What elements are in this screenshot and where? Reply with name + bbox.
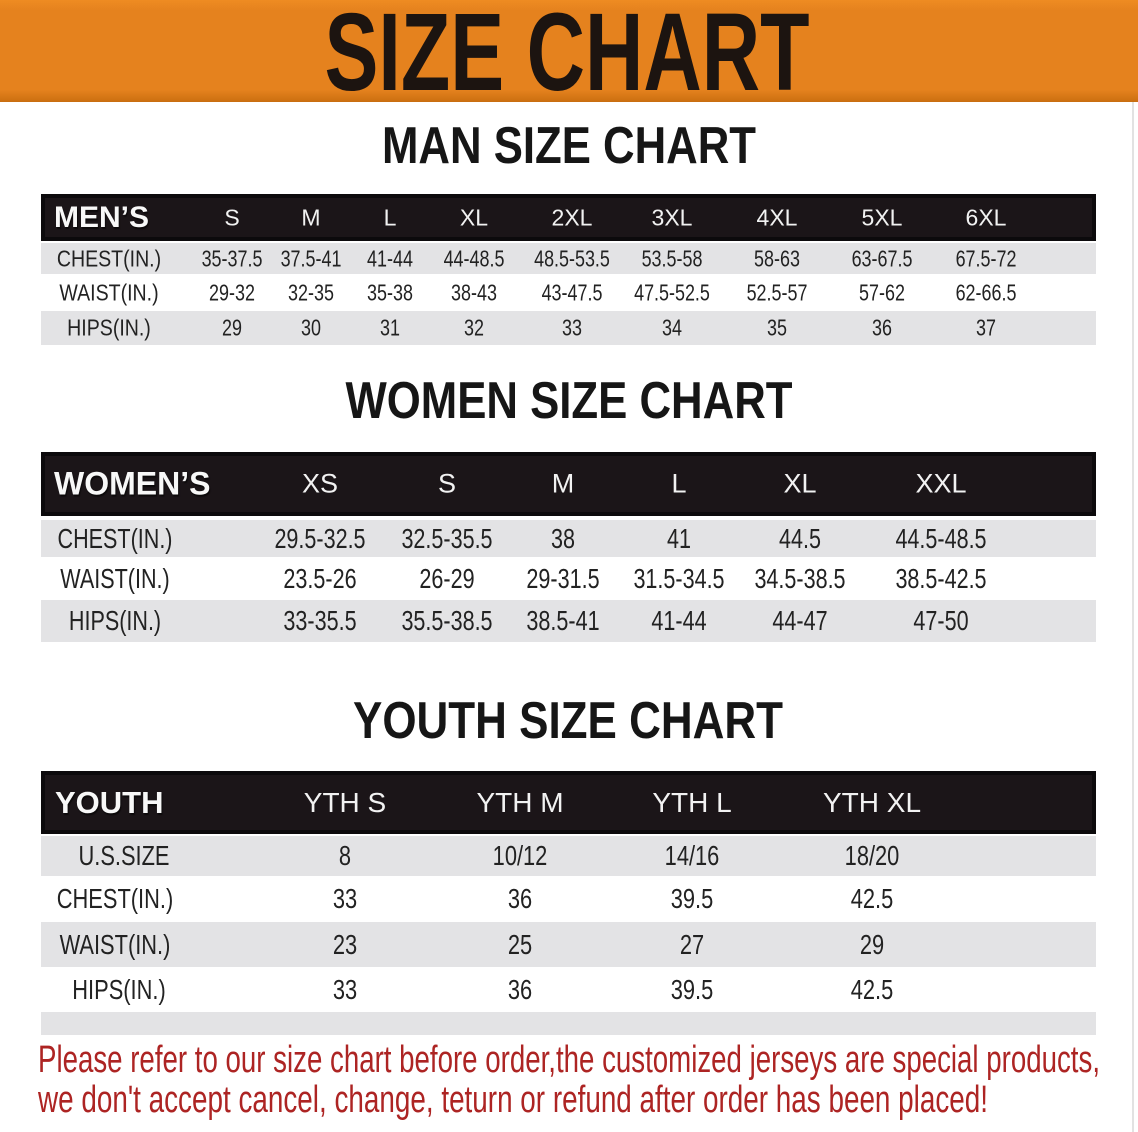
svg-text:YOUTH SIZE CHART: YOUTH SIZE CHART [353, 692, 783, 750]
svg-text:we don't accept cancel, change: we don't accept cancel, change, teturn o… [37, 1079, 988, 1121]
svg-text:Please refer to our size chart: Please refer to our size chart before or… [38, 1039, 1100, 1081]
svg-text:SIZE CHART: SIZE CHART [325, 0, 810, 114]
svg-text:MAN SIZE CHART: MAN SIZE CHART [382, 117, 756, 175]
svg-text:WOMEN SIZE CHART: WOMEN SIZE CHART [346, 372, 793, 430]
